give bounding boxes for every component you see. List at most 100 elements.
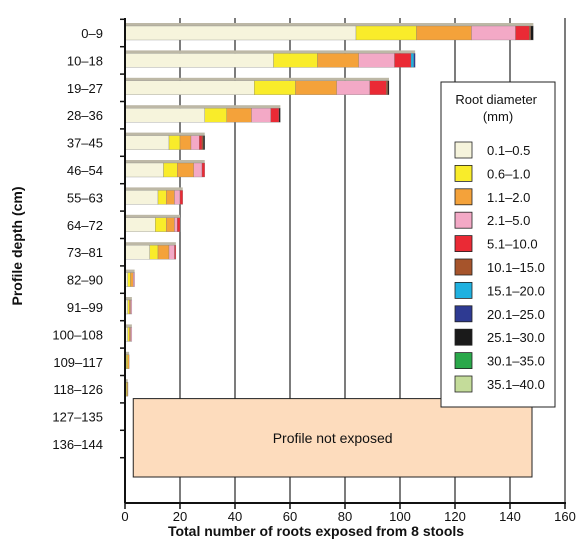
legend-label-35.1–40.0: 35.1–40.0: [487, 377, 545, 392]
bar-segment-28–36-25.1–30.0: [278, 108, 281, 123]
y-tick-label-136–144: 136–144: [52, 437, 103, 452]
bar-top-73–81: [125, 242, 176, 246]
bar-segment-10–18-15.1–20.0: [410, 53, 414, 68]
y-tick-label-109–117: 109–117: [53, 355, 103, 370]
bar-segment-28–36-0.6–1.0: [204, 108, 227, 123]
y-tick-label-91–99: 91–99: [67, 300, 103, 315]
bar-segment-10–18-1.1–2.0: [317, 53, 359, 68]
y-tick-label-100–108: 100–108: [52, 327, 103, 342]
bar-segment-0–9-1.1–2.0: [416, 25, 472, 41]
bar-top-64–72: [125, 214, 180, 218]
legend-label-5.1–10.0: 5.1–10.0: [487, 237, 538, 252]
bar-segment-0–9-0.6–1.0: [355, 25, 417, 41]
x-tick-label-40: 40: [228, 509, 242, 524]
legend-items: 0.1–0.5 0.6–1.0 1.1–2.0 2.1–5.0 5.1–10.0 10.1…: [454, 141, 545, 393]
bar-segment-37–45-10.1–15.0: [201, 135, 204, 150]
x-tick-label-80: 80: [338, 509, 352, 524]
legend-swatch-2.1–5.0: [454, 211, 473, 229]
y-tick-label-55–63: 55–63: [67, 190, 103, 205]
y-tick-label-118–126: 118–126: [53, 382, 103, 397]
y-tick-label-28–36: 28–36: [67, 108, 103, 123]
bar-segment-10–18-2.1–5.0: [358, 53, 395, 68]
legend-swatch-35.1–40.0: [454, 375, 473, 393]
legend-swatch-25.1–30.0: [454, 328, 473, 346]
legend-swatch-5.1–10.0: [454, 235, 473, 253]
bar-segment-64–72-1.1–2.0: [166, 217, 175, 232]
x-axis-title: Total number of roots exposed from 8 sto…: [168, 523, 464, 539]
bar-segment-109–117-1.1–2.0: [127, 354, 130, 369]
bar-segment-19–27-5.1–10.0: [369, 80, 387, 95]
bar-segment-73–81-0.6–1.0: [149, 245, 159, 260]
legend-label-25.1–30.0: 25.1–30.0: [487, 330, 545, 345]
bar-segment-28–36-2.1–5.0: [251, 108, 271, 123]
y-tick-label-73–81: 73–81: [67, 245, 103, 260]
legend-label-30.1–35.0: 30.1–35.0: [487, 354, 545, 369]
bar-segment-10–18-0.1–0.5: [124, 53, 274, 68]
x-tick-label-160: 160: [554, 509, 576, 524]
bar-top-19–27: [125, 77, 389, 81]
bar-segment-37–45-0.6–1.0: [168, 135, 181, 150]
bar-segment-55–63-2.1–5.0: [174, 190, 181, 205]
bar-segment-10–18-0.6–1.0: [273, 53, 318, 68]
bar-segment-55–63-1.1–2.0: [166, 190, 175, 205]
bar-segment-28–36-1.1–2.0: [226, 108, 252, 123]
bar-segment-55–63-0.6–1.0: [157, 190, 167, 205]
x-tick-label-0: 0: [121, 509, 128, 524]
bar-segment-109–117-0.6–1.0: [126, 354, 128, 369]
legend-label-15.1–20.0: 15.1–20.0: [487, 283, 545, 298]
y-tick-label-82–90: 82–90: [67, 273, 103, 288]
bar-segment-100–108-2.1–5.0: [130, 327, 133, 342]
y-tick-label-37–45: 37–45: [67, 136, 103, 151]
bar-top-109–117: [125, 351, 130, 355]
x-tick-label-60: 60: [283, 509, 297, 524]
y-tick-label-19–27: 19–27: [67, 81, 103, 96]
legend-title: Root diameter (mm): [455, 92, 540, 124]
y-tick-label-64–72: 64–72: [67, 218, 103, 233]
bar-segment-73–81-5.1–10.0: [174, 245, 177, 260]
bar-segment-64–72-0.1–0.5: [124, 217, 156, 232]
bar-segment-46–54-0.1–0.5: [124, 162, 164, 178]
y-tick-label-127–135: 127–135: [52, 410, 103, 425]
bar-segment-91–99-1.1–2.0: [128, 299, 131, 315]
y-tick-label-10–18: 10–18: [67, 53, 103, 68]
bar-segment-37–45-2.1–5.0: [190, 135, 200, 150]
x-tick-label-120: 120: [444, 509, 466, 524]
profile-not-exposed-box: [132, 398, 533, 478]
bar-segment-0–9-2.1–5.0: [471, 25, 516, 41]
bar-segment-37–45-5.1–10.0: [199, 135, 203, 150]
legend-swatch-10.1–15.0: [454, 258, 473, 276]
bar-segment-91–99-2.1–5.0: [130, 299, 133, 315]
bar-top-46–54: [125, 160, 205, 163]
legend-label-10.1–15.0: 10.1–15.0: [487, 260, 545, 275]
bar-segment-0–9-10.1–15.0: [529, 25, 531, 41]
legend: Root diameter (mm) 0.1–0.5 0.6–1.0 1.1–2.0…: [440, 81, 556, 408]
bar-top-100–108: [125, 324, 132, 328]
legend-label-0.6–1.0: 0.6–1.0: [487, 166, 530, 181]
annotation-region: Profile not exposed: [132, 398, 533, 478]
bar-segment-82–90-2.1–5.0: [133, 272, 135, 287]
profile-not-exposed-label: Profile not exposed: [273, 430, 393, 446]
bar-segment-46–54-5.1–10.0: [201, 162, 205, 178]
legend-label-1.1–2.0: 1.1–2.0: [487, 190, 530, 205]
bar-segment-55–63-5.1–10.0: [179, 190, 183, 205]
legend-swatch-1.1–2.0: [454, 188, 473, 206]
bar-segment-0–9-25.1–30.0: [530, 25, 534, 41]
bar-segment-28–36-0.1–0.5: [124, 108, 205, 123]
bar-segment-64–72-0.6–1.0: [155, 217, 167, 232]
bar-segment-0–9-5.1–10.0: [515, 25, 530, 41]
legend-label-0.1–0.5: 0.1–0.5: [487, 143, 530, 158]
bar-segment-10–18-5.1–10.0: [394, 53, 412, 68]
bar-segment-37–45-0.1–0.5: [124, 135, 170, 150]
bar-segment-19–27-0.1–0.5: [124, 80, 255, 95]
bar-top-91–99: [125, 297, 132, 300]
legend-swatch-0.1–0.5: [454, 141, 473, 159]
axes: 0–9 10–18 19–27 28–36 37–45 46–54 55–63 64–72 73…: [52, 18, 576, 524]
legend-swatch-30.1–35.0: [454, 352, 473, 370]
legend-swatch-0.6–1.0: [454, 164, 473, 182]
bar-segment-0–9-0.1–0.5: [124, 25, 357, 41]
bar-segment-37–45-25.1–30.0: [203, 135, 205, 150]
bar-segment-73–81-0.1–0.5: [124, 245, 150, 260]
bar-segment-64–72-2.1–5.0: [174, 217, 178, 232]
bar-segment-46–54-2.1–5.0: [193, 162, 203, 178]
